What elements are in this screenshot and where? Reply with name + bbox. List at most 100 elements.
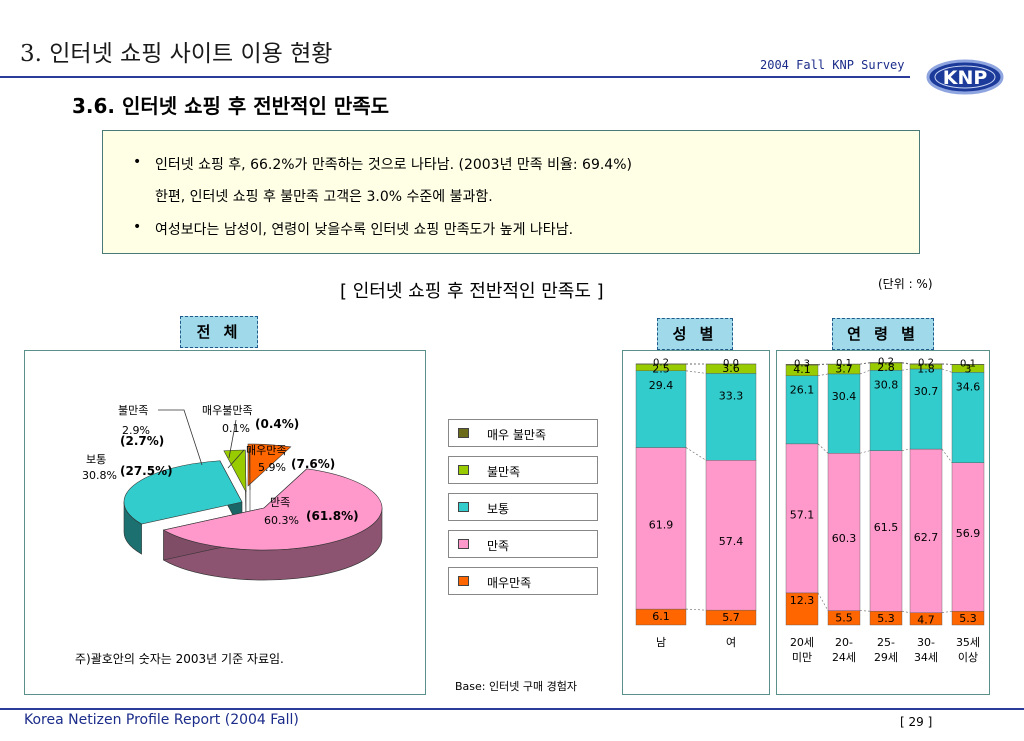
- bar-segment: [785, 364, 819, 366]
- bar-value-label: 26.1: [790, 384, 815, 397]
- pie-slice-불만족: [223, 449, 247, 493]
- pie-label-prev: (27.5%): [120, 464, 173, 478]
- summary-line-1: 인터넷 쇼핑 후, 66.2%가 만족하는 것으로 나타남. (2003년 만족…: [155, 157, 632, 173]
- bar-category-label: 34세: [914, 651, 938, 664]
- legend-label: 보통: [487, 502, 510, 516]
- note: 주)괄호안의 숫자는 2003년 기준 자료임.: [75, 652, 284, 666]
- bar-category-label: 남: [656, 636, 666, 649]
- bar-connector: [859, 610, 871, 612]
- bar-connector: [941, 363, 953, 365]
- bullet-2: •: [133, 219, 142, 235]
- pie-label-value: 60.3%: [264, 514, 299, 527]
- pie-slice-만족: [162, 468, 383, 551]
- summary-line-3: 여성보다는 남성이, 연령이 낮을수록 인터넷 쇼핑 만족도가 높게 나타남.: [155, 222, 574, 238]
- bar-connector: [859, 369, 871, 375]
- bar-connector: [859, 362, 871, 365]
- pie-leader-line: [228, 419, 237, 459]
- legend-label: 만족: [487, 539, 510, 553]
- legend-item: 매우만족: [448, 567, 598, 595]
- pie-slice-매우불만족: [248, 447, 251, 491]
- pie-label-name: 매우불만족: [202, 404, 253, 417]
- survey-label: 2004 Fall KNP Survey: [760, 58, 905, 72]
- pie-label-prev: (7.6%): [291, 457, 335, 471]
- bar-value-label: 0.2: [878, 356, 894, 367]
- bar-value-label: 29.4: [649, 379, 674, 392]
- bar-connector: [859, 362, 871, 365]
- bar-connector: [941, 368, 953, 373]
- bar-value-label: 0.1: [960, 358, 976, 369]
- bar-category-label: 25-: [877, 636, 895, 649]
- panel-header-gender: 성 별: [657, 318, 733, 350]
- main-title: 3. 인터넷 쇼핑 사이트 이용 현황: [20, 41, 333, 67]
- panel-gender: [622, 350, 770, 695]
- bar-value-label: 3: [965, 363, 972, 376]
- bar-value-label: 5.7: [722, 611, 740, 624]
- bar-value-label: 2.8: [877, 361, 895, 374]
- bar-value-label: 1.8: [917, 362, 935, 375]
- legend-item: 매우 불만족: [448, 419, 598, 447]
- bar-category-label: 30-: [917, 636, 935, 649]
- bar-segment: [635, 370, 687, 448]
- pie-label-name: 불만족: [118, 404, 148, 417]
- base-label: Base: 인터넷 구매 경험자: [455, 680, 577, 693]
- legend-swatch: [458, 428, 469, 438]
- bar-segment: [635, 363, 687, 365]
- bar-connector: [941, 610, 953, 614]
- bar-value-label: 57.1: [790, 508, 815, 521]
- bar-segment: [951, 372, 985, 463]
- bar-segment: [909, 368, 943, 450]
- bar-segment: [705, 373, 757, 461]
- pie-leader-line: [227, 449, 245, 469]
- panel-age: [776, 350, 990, 695]
- summary-box: • 인터넷 쇼핑 후, 66.2%가 만족하는 것으로 나타남. (2003년 …: [102, 130, 920, 254]
- bar-connector: [901, 362, 911, 365]
- pie-label-value: 0.1%: [222, 422, 250, 435]
- pie-label-name: 만족: [270, 496, 290, 509]
- pie-slice-매우만족: [247, 443, 292, 487]
- knp-logo: KNP: [926, 59, 1004, 95]
- bar-value-label: 6.1: [652, 610, 670, 623]
- legend-swatch: [458, 576, 469, 586]
- pie-label-prev: (0.4%): [255, 417, 299, 431]
- pie-chart: 불만족 2.9%(2.7%) 매우불만족 0.1% (0.4%) 매우만족 5.9% (7.6…: [82, 404, 383, 581]
- bar-value-label: 56.9: [956, 527, 981, 540]
- bar-value-label: 5.3: [877, 612, 895, 625]
- bar-value-label: 57.4: [719, 535, 744, 548]
- panel-header-total: 전 체: [180, 316, 258, 348]
- bar-value-label: 3.7: [835, 362, 853, 375]
- summary-line-2: 한편, 인터넷 쇼핑 후 불만족 고객은 3.0% 수준에 불과함.: [155, 189, 493, 205]
- legend-label: 불만족: [487, 465, 521, 479]
- legend-swatch: [458, 502, 469, 512]
- bar-connector: [941, 448, 953, 463]
- section-title: 3.6. 인터넷 쇼핑 후 전반적인 만족도: [72, 94, 390, 118]
- bar-value-label: 61.5: [874, 521, 899, 534]
- legend-item: 불만족: [448, 456, 598, 484]
- bar-category-label: 24세: [832, 651, 856, 664]
- bar-value-label: 5.3: [959, 612, 977, 625]
- pie-label-value: 30.8%: [82, 469, 117, 482]
- legend-swatch: [458, 465, 469, 475]
- bar-connector: [817, 363, 829, 366]
- page-number: [ 29 ]: [900, 715, 933, 729]
- bar-segment: [705, 460, 757, 611]
- age-bar-chart: 12.357.126.14.10.320세미만5.560.330.43.70.1…: [785, 356, 985, 664]
- bar-category-label: 29세: [874, 651, 898, 664]
- bar-category-label: 20세: [790, 636, 814, 649]
- legend-swatch: [458, 539, 469, 549]
- bar-value-label: 61.9: [649, 518, 674, 531]
- pie-slice-보통: [123, 460, 243, 525]
- bar-connector: [901, 362, 911, 365]
- bar-category-label: 여: [726, 636, 736, 649]
- unit-label: (단위 : %): [878, 277, 933, 291]
- bar-value-label: 62.7: [914, 531, 939, 544]
- footer-report-title: Korea Netizen Profile Report (2004 Fall): [24, 712, 299, 728]
- legend-item: 만족: [448, 530, 598, 558]
- bar-segment: [635, 447, 687, 610]
- bar-value-label: 30.7: [914, 385, 939, 398]
- panel-header-age: 연 령 별: [832, 318, 934, 350]
- bar-segment: [869, 450, 903, 612]
- pie-label-value: 5.9%: [258, 461, 286, 474]
- bar-segment: [827, 453, 861, 611]
- bar-value-label: 30.8: [874, 378, 899, 391]
- bar-value-label: 4.1: [793, 363, 811, 376]
